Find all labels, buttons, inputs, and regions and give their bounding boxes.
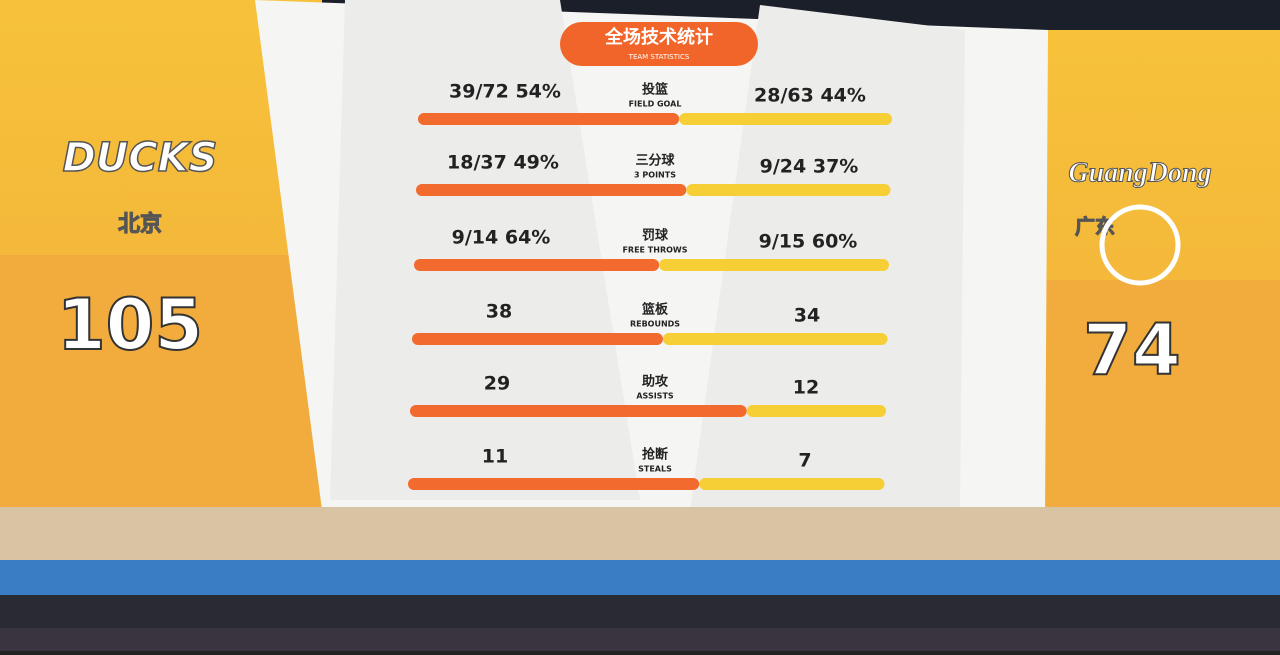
- stat-name: 篮板: [641, 302, 669, 318]
- stat-name-en: 3 POINTS: [634, 171, 676, 180]
- away-emblem: [1099, 204, 1181, 286]
- title-pill: [560, 22, 758, 66]
- left-bar: [408, 478, 700, 490]
- left-value: 39/72 54%: [449, 81, 561, 103]
- left-bar: [418, 113, 680, 125]
- stat-name-en: REBOUNDS: [630, 320, 680, 329]
- away-logo: GuangDong: [1068, 157, 1211, 188]
- left-value: 38: [486, 301, 512, 323]
- stat-rows: 39/72 54% 28/63 44% 投篮 FIELD GOAL 18/37 49% 9…: [408, 81, 892, 490]
- stat-name: 助攻: [642, 374, 669, 390]
- title: 全场技术统计: [604, 26, 713, 48]
- stat-name-en: STEALS: [638, 465, 672, 474]
- panel-shade: [690, 5, 965, 510]
- away-score: 74: [1083, 309, 1180, 391]
- stat-name-en: FIELD GOAL: [629, 100, 682, 109]
- stat-name: 罚球: [642, 228, 669, 244]
- left-value: 9/14 64%: [452, 227, 551, 249]
- left-bar: [414, 259, 660, 271]
- left-panel-bottom: [0, 255, 322, 507]
- subtitle: TEAM STATISTICS: [628, 53, 690, 61]
- right-bar: [746, 405, 886, 417]
- stat-name: 三分球: [635, 153, 675, 169]
- stat-name-en: FREE THROWS: [622, 246, 687, 255]
- stat-name-en: ASSISTS: [636, 392, 674, 401]
- left-value: 18/37 49%: [447, 152, 559, 174]
- stat-name: 抢断: [642, 447, 668, 463]
- left-value: 11: [482, 446, 508, 468]
- right-bar: [686, 184, 891, 196]
- left-bar: [410, 405, 747, 417]
- left-bar: [416, 184, 687, 196]
- right-value: 7: [798, 450, 811, 472]
- right-bar: [699, 478, 885, 490]
- home-score: 105: [57, 284, 203, 366]
- left-value: 29: [484, 373, 510, 395]
- right-value: 34: [794, 305, 820, 327]
- foreground: [0, 628, 1280, 651]
- right-value: 12: [793, 377, 819, 399]
- right-value: 9/24 37%: [760, 156, 859, 178]
- left-bar: [412, 333, 663, 345]
- home-city: 北京: [118, 211, 162, 237]
- right-value: 28/63 44%: [754, 85, 866, 107]
- right-bar: [679, 113, 892, 125]
- right-bar: [662, 333, 888, 345]
- stat-name: 投篮: [642, 82, 668, 98]
- right-value: 9/15 60%: [759, 231, 858, 253]
- home-logo: DUCKS: [63, 135, 218, 181]
- right-bar: [659, 259, 889, 271]
